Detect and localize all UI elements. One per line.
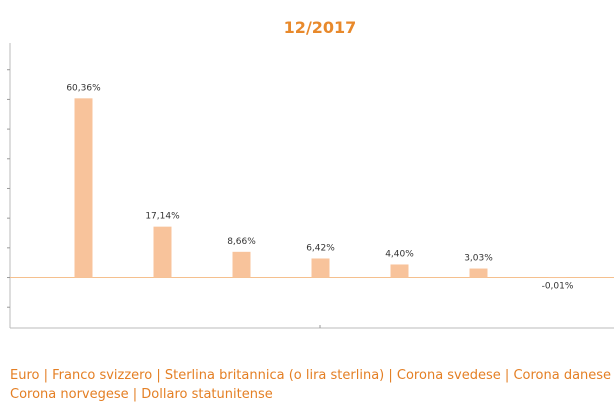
value-label: 3,03%	[464, 254, 493, 264]
category-name: Euro	[10, 368, 40, 383]
value-label: -0,01%	[542, 282, 574, 292]
separator: |	[152, 368, 165, 383]
bar	[74, 98, 93, 278]
chart-title: 12/2017	[284, 18, 357, 37]
bar	[232, 251, 251, 278]
bar	[469, 268, 488, 278]
chart: 12/2017 60,36% 17,14% 8,66% 6,42% 4,40% 3,03%…	[7, 18, 614, 329]
bar	[153, 226, 172, 278]
category-name: Franco svizzero	[52, 368, 153, 383]
value-label: 60,36%	[66, 83, 101, 93]
category-name: Sterlina britannica (o lira sterlina)	[164, 368, 385, 383]
bar	[311, 258, 330, 278]
category-name: Corona norvegese	[10, 387, 129, 402]
separator: |	[384, 368, 397, 383]
separator: |	[39, 368, 53, 383]
separator: |	[500, 368, 514, 383]
category-name: Corona danese	[513, 368, 612, 383]
category-name: Dollaro statunitense	[141, 387, 273, 402]
value-label: 8,66%	[227, 237, 256, 247]
value-label: 6,42%	[306, 243, 335, 253]
separator: |	[128, 387, 142, 402]
category-name: Corona svedese	[396, 368, 501, 383]
value-label: 4,40%	[385, 249, 414, 259]
bar	[548, 277, 567, 279]
bar	[390, 264, 409, 278]
category-legend: Euro | Franco svizzero | Sterlina britan…	[10, 366, 614, 404]
value-label: 17,14%	[145, 212, 180, 222]
